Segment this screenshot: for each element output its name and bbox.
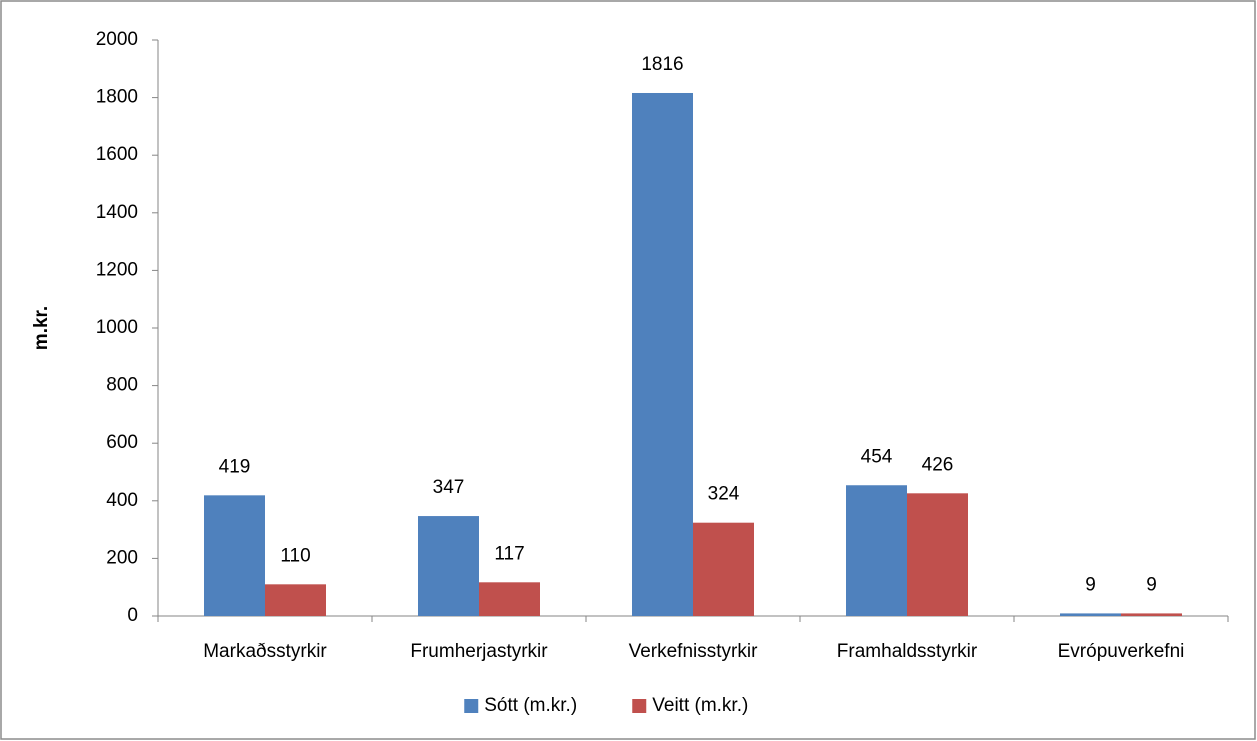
legend-label: Veitt (m.kr.) <box>652 695 748 716</box>
y-tick-label: 600 <box>106 432 138 453</box>
bar <box>204 495 265 616</box>
y-tick-label: 1800 <box>96 87 138 108</box>
y-tick-label: 1200 <box>96 259 138 280</box>
bar <box>846 485 907 616</box>
x-tick-label: Framhaldsstyrkir <box>837 641 978 662</box>
data-label: 454 <box>861 446 893 467</box>
data-label: 110 <box>280 545 310 566</box>
data-label: 117 <box>494 543 524 564</box>
y-tick-label: 1600 <box>96 144 138 165</box>
data-label: 9 <box>1146 574 1157 595</box>
y-axis-label: m.kr. <box>31 306 52 350</box>
y-tick-label: 400 <box>106 490 138 511</box>
x-tick-label: Markaðsstyrkir <box>203 641 327 662</box>
data-label: 324 <box>708 484 740 505</box>
data-label: 9 <box>1085 574 1096 595</box>
bar <box>907 493 968 616</box>
y-tick-label: 1400 <box>96 202 138 223</box>
bar <box>632 92 693 616</box>
legend-swatch <box>632 699 647 713</box>
bar <box>1060 613 1121 616</box>
x-tick-label: Evrópuverkefni <box>1058 641 1185 662</box>
bar <box>1121 613 1182 616</box>
legend-label: Sótt (m.kr.) <box>484 695 577 716</box>
y-tick-label: 1000 <box>96 317 138 338</box>
x-tick-label: Verkefnisstyrkir <box>629 641 758 662</box>
legend-swatch <box>464 699 479 713</box>
y-tick-label: 0 <box>127 605 138 626</box>
y-tick-label: 200 <box>106 547 138 568</box>
data-label: 1816 <box>641 54 683 75</box>
data-label: 347 <box>433 477 465 498</box>
y-tick-label: 2000 <box>96 29 138 50</box>
bar <box>693 522 754 616</box>
data-label: 419 <box>219 456 251 477</box>
bar <box>479 582 540 616</box>
y-tick-label: 800 <box>106 375 138 396</box>
bar <box>418 516 479 616</box>
x-tick-label: Frumherjastyrkir <box>410 641 548 662</box>
bar <box>265 584 326 616</box>
data-label: 426 <box>922 454 954 475</box>
